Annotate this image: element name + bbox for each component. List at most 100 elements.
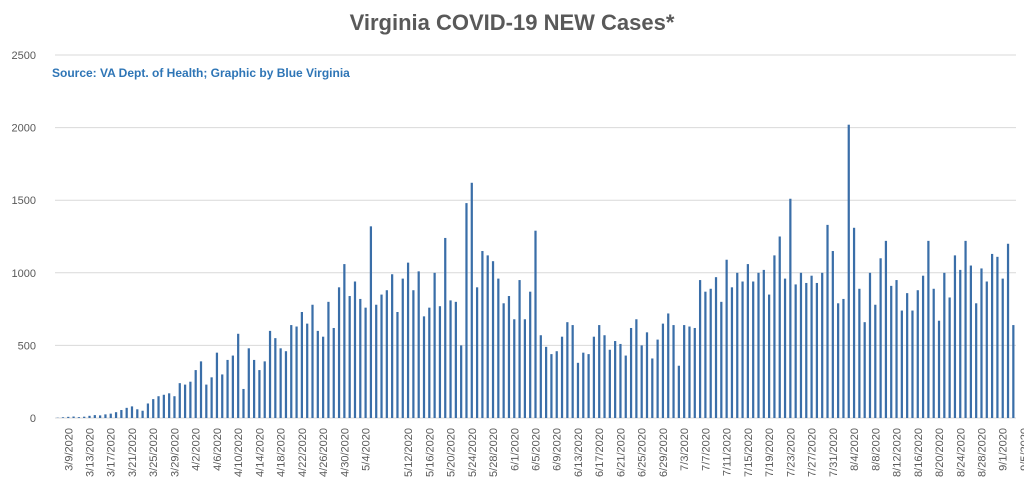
bar xyxy=(109,413,112,418)
bar xyxy=(656,339,659,418)
bar xyxy=(635,319,638,418)
bar xyxy=(752,281,755,418)
bar xyxy=(465,203,468,418)
x-tick-label: 3/9/2020 xyxy=(63,428,75,471)
x-tick-label: 9/1/2020 xyxy=(998,428,1010,471)
bar xyxy=(672,325,675,418)
bar xyxy=(237,333,240,418)
bar xyxy=(783,278,787,418)
x-tick-label: 8/16/2020 xyxy=(913,428,925,477)
y-tick-label: 2500 xyxy=(12,50,36,62)
bar xyxy=(61,417,65,418)
bar xyxy=(295,326,298,418)
bar xyxy=(576,362,580,418)
bar xyxy=(698,280,702,418)
bar xyxy=(491,261,495,418)
bar xyxy=(412,290,415,418)
x-tick-label: 6/13/2020 xyxy=(573,428,585,477)
x-tick-label: 4/10/2020 xyxy=(233,428,245,477)
x-tick-label: 3/25/2020 xyxy=(148,428,160,477)
x-tick-label: 7/23/2020 xyxy=(785,428,797,477)
bar xyxy=(921,275,925,418)
bar xyxy=(603,335,606,418)
bar xyxy=(454,301,457,418)
bar xyxy=(852,227,856,418)
y-tick-label: 500 xyxy=(18,340,36,352)
bar xyxy=(221,374,224,418)
bar xyxy=(868,272,872,418)
bar xyxy=(152,399,155,418)
bar xyxy=(640,345,643,418)
bar xyxy=(746,264,749,418)
bar xyxy=(879,258,882,418)
x-tick-label: 5/20/2020 xyxy=(446,428,458,477)
bar xyxy=(566,322,569,418)
x-tick-label: 6/29/2020 xyxy=(658,428,670,477)
bar xyxy=(72,416,75,418)
bar xyxy=(104,414,107,418)
bar xyxy=(475,287,479,418)
bar xyxy=(205,384,208,418)
y-tick-label: 1000 xyxy=(12,268,36,280)
x-tick-label: 9/5/2020 xyxy=(1019,428,1024,471)
bar xyxy=(353,281,357,418)
bar xyxy=(969,265,972,418)
bar xyxy=(332,327,335,418)
bar xyxy=(645,332,649,418)
bar xyxy=(194,370,197,418)
x-tick-label: 7/11/2020 xyxy=(722,428,734,476)
x-tick-label: 4/30/2020 xyxy=(339,428,351,477)
bar xyxy=(592,336,596,418)
x-tick-label: 7/7/2020 xyxy=(700,428,712,471)
bar xyxy=(401,278,404,418)
bar xyxy=(173,396,176,418)
x-tick-label: 5/12/2020 xyxy=(403,428,415,477)
bar xyxy=(88,415,91,418)
x-tick-label: 7/31/2020 xyxy=(828,428,840,477)
bar xyxy=(587,354,590,418)
bar xyxy=(560,336,564,418)
bar xyxy=(975,303,978,418)
x-tick-label: 6/9/2020 xyxy=(552,428,564,471)
bar xyxy=(316,330,319,418)
bar xyxy=(343,264,346,418)
bar xyxy=(369,226,373,418)
bar xyxy=(247,348,250,418)
bar xyxy=(661,323,665,418)
bar xyxy=(523,319,526,418)
bar xyxy=(757,272,760,418)
bar xyxy=(985,281,988,418)
x-tick-label: 3/17/2020 xyxy=(106,428,118,477)
bar xyxy=(284,351,288,418)
bar xyxy=(130,406,134,418)
bar xyxy=(396,312,399,418)
bar xyxy=(1001,278,1004,418)
bar xyxy=(890,285,893,418)
bar xyxy=(762,269,765,418)
bar xyxy=(725,259,728,418)
x-tick-label: 4/14/2020 xyxy=(254,428,266,477)
bar xyxy=(651,358,654,418)
bar xyxy=(614,341,617,418)
x-tick-label: 8/12/2020 xyxy=(892,428,904,477)
bar xyxy=(810,275,813,418)
bar xyxy=(226,359,229,418)
bar xyxy=(937,320,941,418)
bar xyxy=(157,396,160,418)
bar xyxy=(1012,325,1015,418)
x-tick-label: 6/21/2020 xyxy=(616,428,628,477)
bar xyxy=(714,277,718,418)
bar xyxy=(534,230,537,418)
bar xyxy=(385,290,388,418)
bar xyxy=(619,343,622,418)
x-axis-tick-labels: 3/9/2020 3/13/2020 3/17/2020 3/21/2020 3/25/… xyxy=(63,428,1024,477)
bar xyxy=(162,394,165,418)
bar xyxy=(364,307,367,418)
bar xyxy=(683,325,686,418)
bar xyxy=(83,416,86,418)
bar xyxy=(736,272,739,418)
bar xyxy=(837,303,840,418)
bar xyxy=(571,325,574,418)
bar xyxy=(582,352,585,418)
